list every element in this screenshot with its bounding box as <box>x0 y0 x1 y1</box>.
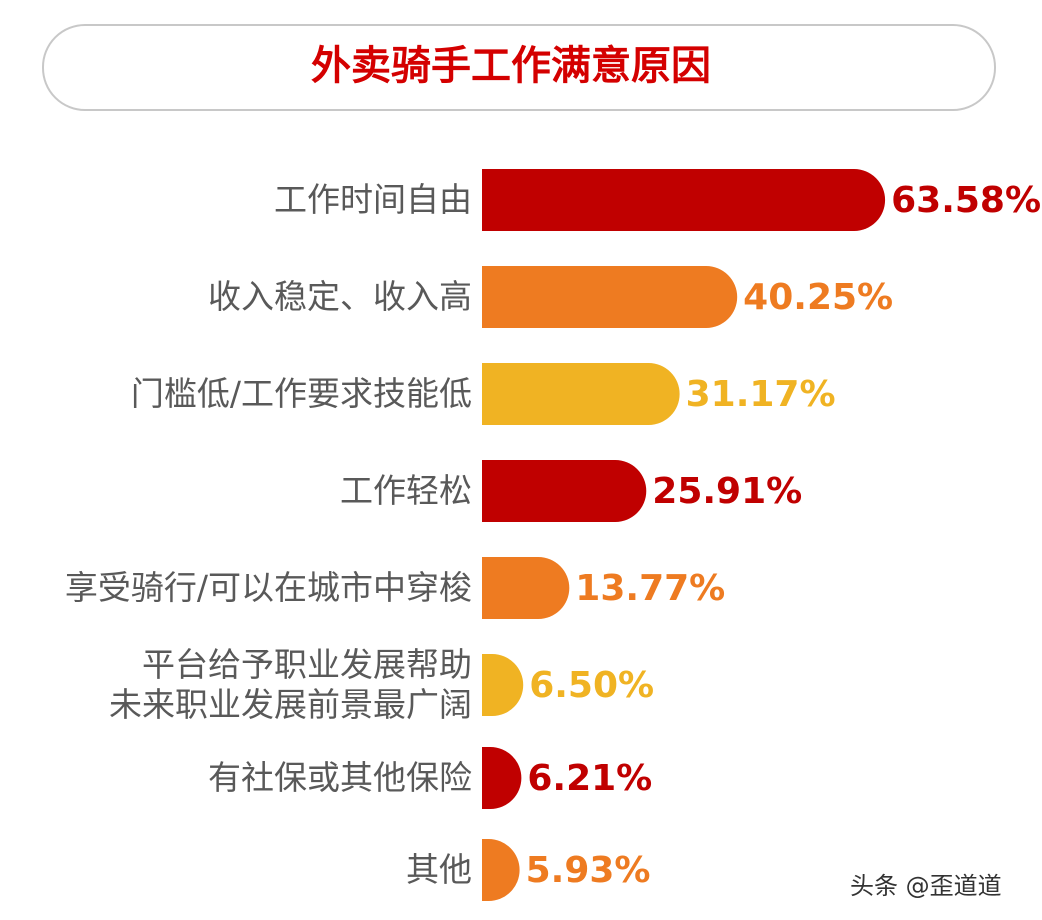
value-label: 25.91% <box>652 471 802 512</box>
bar <box>482 169 886 231</box>
category-label: 工作时间自由 <box>274 180 472 219</box>
category-label: 工作轻松 <box>340 471 472 510</box>
category-label: 门槛低/工作要求技能低 <box>130 374 472 413</box>
value-label: 13.77% <box>575 568 725 609</box>
category-label: 有社保或其他保险 <box>208 758 472 797</box>
category-label: 收入稳定、收入高 <box>208 277 472 316</box>
value-label: 31.17% <box>686 374 836 415</box>
title-frame <box>42 24 996 111</box>
category-label: 平台给予职业发展帮助 未来职业发展前景最广阔 <box>109 645 472 724</box>
bar <box>482 839 520 901</box>
category-label: 其他 <box>406 850 472 889</box>
category-label: 享受骑行/可以在城市中穿梭 <box>64 568 472 607</box>
bar <box>482 654 524 716</box>
bar <box>482 557 570 619</box>
bar <box>482 460 647 522</box>
chart-title: 外卖骑手工作满意原因 <box>311 43 711 89</box>
value-label: 6.50% <box>529 665 654 706</box>
value-label: 6.21% <box>527 758 652 799</box>
value-label: 5.93% <box>526 850 651 891</box>
watermark: 头条 @歪道道 <box>850 872 1002 900</box>
value-label: 40.25% <box>743 277 893 318</box>
bar <box>482 747 522 809</box>
value-label: 63.58% <box>891 180 1041 221</box>
bar <box>482 266 738 328</box>
bar <box>482 363 680 425</box>
